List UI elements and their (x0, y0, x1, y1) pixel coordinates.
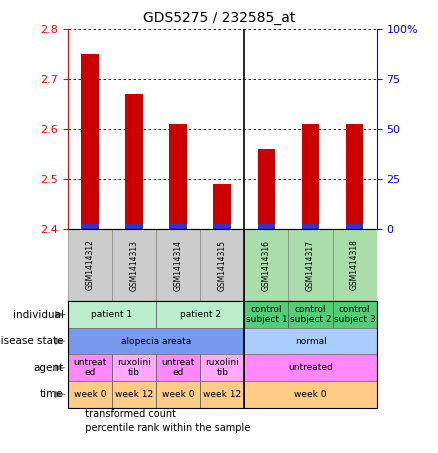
Bar (244, 229, 289, 301)
Bar (244, 354, 377, 381)
Text: disease state: disease state (0, 336, 64, 346)
Bar (200, 229, 244, 301)
Bar (156, 229, 200, 301)
Bar (81, 54, 99, 229)
Polygon shape (55, 337, 66, 345)
Bar (258, 149, 275, 229)
Bar (244, 381, 377, 408)
Text: GSM1414313: GSM1414313 (130, 240, 138, 290)
Bar (156, 301, 244, 328)
Text: week 12: week 12 (115, 390, 153, 399)
Text: week 12: week 12 (203, 390, 241, 399)
Text: alopecia areata: alopecia areata (121, 337, 191, 346)
Text: control
subject 3: control subject 3 (334, 305, 375, 324)
Polygon shape (55, 311, 66, 318)
Bar (112, 354, 156, 381)
Text: week 0: week 0 (294, 390, 327, 399)
Text: week 0: week 0 (162, 390, 194, 399)
Text: time: time (40, 390, 64, 400)
Bar (156, 381, 200, 408)
Text: untreat
ed: untreat ed (162, 358, 195, 377)
Bar (125, 224, 143, 229)
Bar (332, 229, 377, 301)
Bar (289, 229, 332, 301)
Bar (213, 184, 231, 229)
Bar (68, 229, 112, 301)
Text: untreated: untreated (288, 363, 333, 372)
Text: GDS5275 / 232585_at: GDS5275 / 232585_at (143, 11, 295, 25)
Text: patient 2: patient 2 (180, 310, 221, 319)
Bar (244, 301, 289, 328)
Text: GSM1414315: GSM1414315 (218, 240, 227, 290)
Text: GSM1414312: GSM1414312 (85, 240, 95, 290)
Bar (112, 381, 156, 408)
Bar (302, 224, 319, 229)
Text: GSM1414314: GSM1414314 (174, 240, 183, 290)
Bar (302, 124, 319, 229)
Text: ruxolini
tib: ruxolini tib (205, 358, 239, 377)
Bar (213, 224, 231, 229)
Bar (68, 301, 156, 328)
Text: untreat
ed: untreat ed (73, 358, 106, 377)
Bar (81, 224, 99, 229)
Polygon shape (55, 364, 66, 371)
Text: GSM1414318: GSM1414318 (350, 240, 359, 290)
Bar (200, 354, 244, 381)
Bar (68, 328, 244, 354)
Bar (170, 124, 187, 229)
Bar (68, 381, 112, 408)
Text: GSM1414316: GSM1414316 (262, 240, 271, 290)
Text: percentile rank within the sample: percentile rank within the sample (79, 423, 250, 433)
Bar (346, 124, 364, 229)
Text: transformed count: transformed count (79, 410, 176, 419)
Polygon shape (55, 391, 66, 398)
Text: normal: normal (295, 337, 326, 346)
Bar (289, 301, 332, 328)
Bar (156, 354, 200, 381)
Bar (332, 301, 377, 328)
Bar (244, 328, 377, 354)
Text: patient 1: patient 1 (92, 310, 133, 319)
Text: GSM1414317: GSM1414317 (306, 240, 315, 290)
Text: agent: agent (33, 363, 64, 373)
Text: control
subject 2: control subject 2 (290, 305, 331, 324)
Text: control
subject 1: control subject 1 (246, 305, 287, 324)
Bar (112, 229, 156, 301)
Text: individual: individual (13, 309, 64, 319)
Bar (346, 224, 364, 229)
Bar (258, 224, 275, 229)
Bar (170, 224, 187, 229)
Bar (125, 94, 143, 229)
Text: week 0: week 0 (74, 390, 106, 399)
Bar (68, 354, 112, 381)
Text: ruxolini
tib: ruxolini tib (117, 358, 151, 377)
Bar (200, 381, 244, 408)
